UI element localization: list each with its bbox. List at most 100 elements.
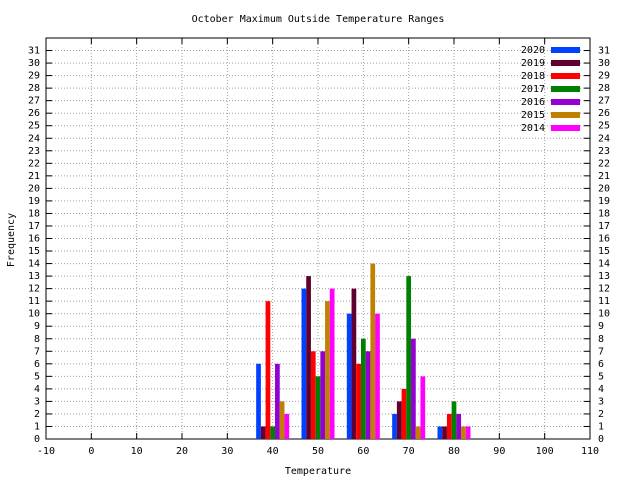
x-tick-label: 110: [581, 446, 599, 457]
bar: [256, 363, 261, 439]
y2-tick-label: 22: [598, 158, 610, 169]
bar: [365, 351, 371, 439]
y-tick-label: 17: [28, 221, 40, 232]
y2-tick-label: 1: [598, 421, 604, 432]
y-tick-label: 26: [28, 108, 40, 119]
y-tick-label: 22: [28, 158, 40, 169]
bar: [351, 288, 357, 439]
y2-tick-label: 9: [598, 321, 604, 332]
bar: [325, 301, 330, 439]
bar: [320, 351, 326, 439]
bar: [275, 363, 280, 439]
legend-swatch: [551, 86, 580, 92]
legend-swatch: [551, 125, 580, 131]
y2-tick-label: 10: [598, 309, 610, 320]
bar: [279, 401, 285, 439]
x-tick-label: 70: [403, 446, 415, 457]
bar: [356, 363, 361, 439]
bar: [446, 413, 452, 439]
x-tick-label: 90: [493, 446, 505, 457]
y-tick-label: 0: [34, 434, 40, 445]
y-tick-label: 21: [28, 171, 40, 182]
y-tick-label: 29: [28, 71, 40, 82]
legend-label: 2015: [521, 110, 545, 121]
y-tick-label: 31: [28, 46, 40, 57]
y-tick-label: 23: [28, 146, 40, 157]
y2-tick-label: 30: [598, 58, 610, 69]
legend-label: 2018: [521, 71, 545, 82]
legend-swatch: [551, 112, 580, 118]
y2-tick-label: 20: [598, 183, 610, 194]
y-tick-label: 6: [34, 359, 40, 370]
y2-tick-label: 6: [598, 359, 604, 370]
x-tick-label: 0: [88, 446, 94, 457]
y-tick-label: 15: [28, 246, 40, 257]
y-tick-label: 3: [34, 396, 40, 407]
y-tick-label: 12: [28, 284, 40, 295]
legend-swatch: [551, 47, 580, 53]
y2-tick-label: 15: [598, 246, 610, 257]
bar: [456, 413, 462, 439]
y-tick-label: 18: [28, 208, 40, 219]
y-tick-label: 1: [34, 421, 40, 432]
y-tick-label: 20: [28, 183, 40, 194]
legend-swatch: [551, 73, 580, 79]
y-tick-label: 4: [34, 384, 40, 395]
y-tick-label: 5: [34, 371, 40, 382]
bar: [265, 301, 271, 439]
bar: [306, 276, 311, 439]
y-tick-label: 30: [28, 58, 40, 69]
y-tick-label: 8: [34, 334, 40, 345]
x-tick-label: 40: [267, 446, 279, 457]
bar: [310, 351, 316, 439]
x-tick-label: 80: [448, 446, 460, 457]
x-tick-label: 10: [131, 446, 143, 457]
y2-tick-label: 12: [598, 284, 610, 295]
bar: [375, 313, 380, 439]
bar: [284, 413, 290, 439]
y2-tick-label: 29: [598, 71, 610, 82]
y2-tick-label: 13: [598, 271, 610, 282]
legend-label: 2020: [521, 45, 545, 56]
y2-tick-label: 25: [598, 121, 610, 132]
y-tick-label: 19: [28, 196, 40, 207]
y2-tick-label: 19: [598, 196, 610, 207]
bar: [415, 426, 421, 439]
y2-tick-label: 17: [598, 221, 610, 232]
x-tick-label: 100: [536, 446, 554, 457]
y2-tick-label: 21: [598, 171, 610, 182]
bar: [406, 276, 412, 439]
y2-tick-label: 28: [598, 83, 610, 94]
y2-tick-label: 11: [598, 296, 610, 307]
y2-tick-label: 8: [598, 334, 604, 345]
y2-tick-label: 0: [598, 434, 604, 445]
y-tick-label: 25: [28, 121, 40, 132]
y-tick-label: 27: [28, 96, 40, 107]
y2-tick-label: 4: [598, 384, 604, 395]
x-tick-label: 50: [312, 446, 324, 457]
bar: [411, 338, 416, 439]
y-tick-label: 24: [28, 133, 40, 144]
legend-swatch: [551, 60, 580, 66]
x-tick-label: 30: [221, 446, 233, 457]
y2-tick-label: 23: [598, 146, 610, 157]
bar: [260, 426, 266, 439]
bar: [442, 426, 447, 439]
y2-tick-label: 3: [598, 396, 604, 407]
bar: [465, 426, 471, 439]
legend-label: 2017: [521, 84, 545, 95]
y2-tick-label: 18: [598, 208, 610, 219]
y-tick-label: 9: [34, 321, 40, 332]
legend-label: 2019: [521, 58, 545, 69]
bar: [360, 338, 366, 439]
y2-tick-label: 14: [598, 259, 610, 270]
y2-tick-label: 26: [598, 108, 610, 119]
y-tick-label: 2: [34, 409, 40, 420]
bar: [461, 426, 466, 439]
y-tick-label: 11: [28, 296, 40, 307]
y2-tick-label: 27: [598, 96, 610, 107]
bar: [451, 401, 457, 439]
bar: [270, 426, 276, 439]
